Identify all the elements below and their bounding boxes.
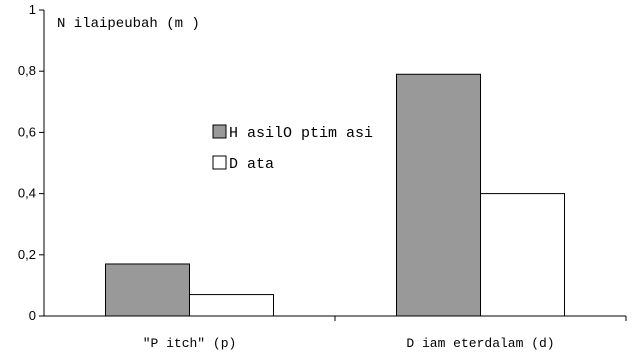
legend-swatch (212, 155, 227, 170)
bar-data (480, 193, 565, 317)
legend-label: D ata (229, 156, 274, 173)
y-tick-label: 1 (29, 2, 36, 17)
bar-data (189, 294, 274, 317)
x-category-label: D iam eterdalam (d) (406, 336, 554, 351)
legend: H asilO ptim asi D ata (212, 124, 373, 173)
bar-hasil-optimasi (105, 263, 190, 317)
y-ticks: 0 0,2 0,4 0,6 0,8 1 (18, 2, 44, 323)
y-tick-label: 0,6 (18, 124, 36, 139)
y-tick-label: 0,2 (18, 247, 36, 262)
bars (105, 73, 565, 317)
x-ticks: "P itch" (p) D iam eterdalam (d) (143, 316, 627, 351)
y-axis-title: N ilaipeubah (m ) (57, 16, 200, 32)
bar-hasil-optimasi (396, 73, 481, 317)
legend-label: H asilO ptim asi (229, 125, 373, 142)
y-tick-label: 0,4 (18, 186, 36, 201)
y-tick-label: 0,8 (18, 63, 36, 78)
y-tick-label: 0 (29, 308, 36, 323)
x-category-label: "P itch" (p) (143, 336, 237, 351)
legend-swatch (212, 124, 227, 139)
